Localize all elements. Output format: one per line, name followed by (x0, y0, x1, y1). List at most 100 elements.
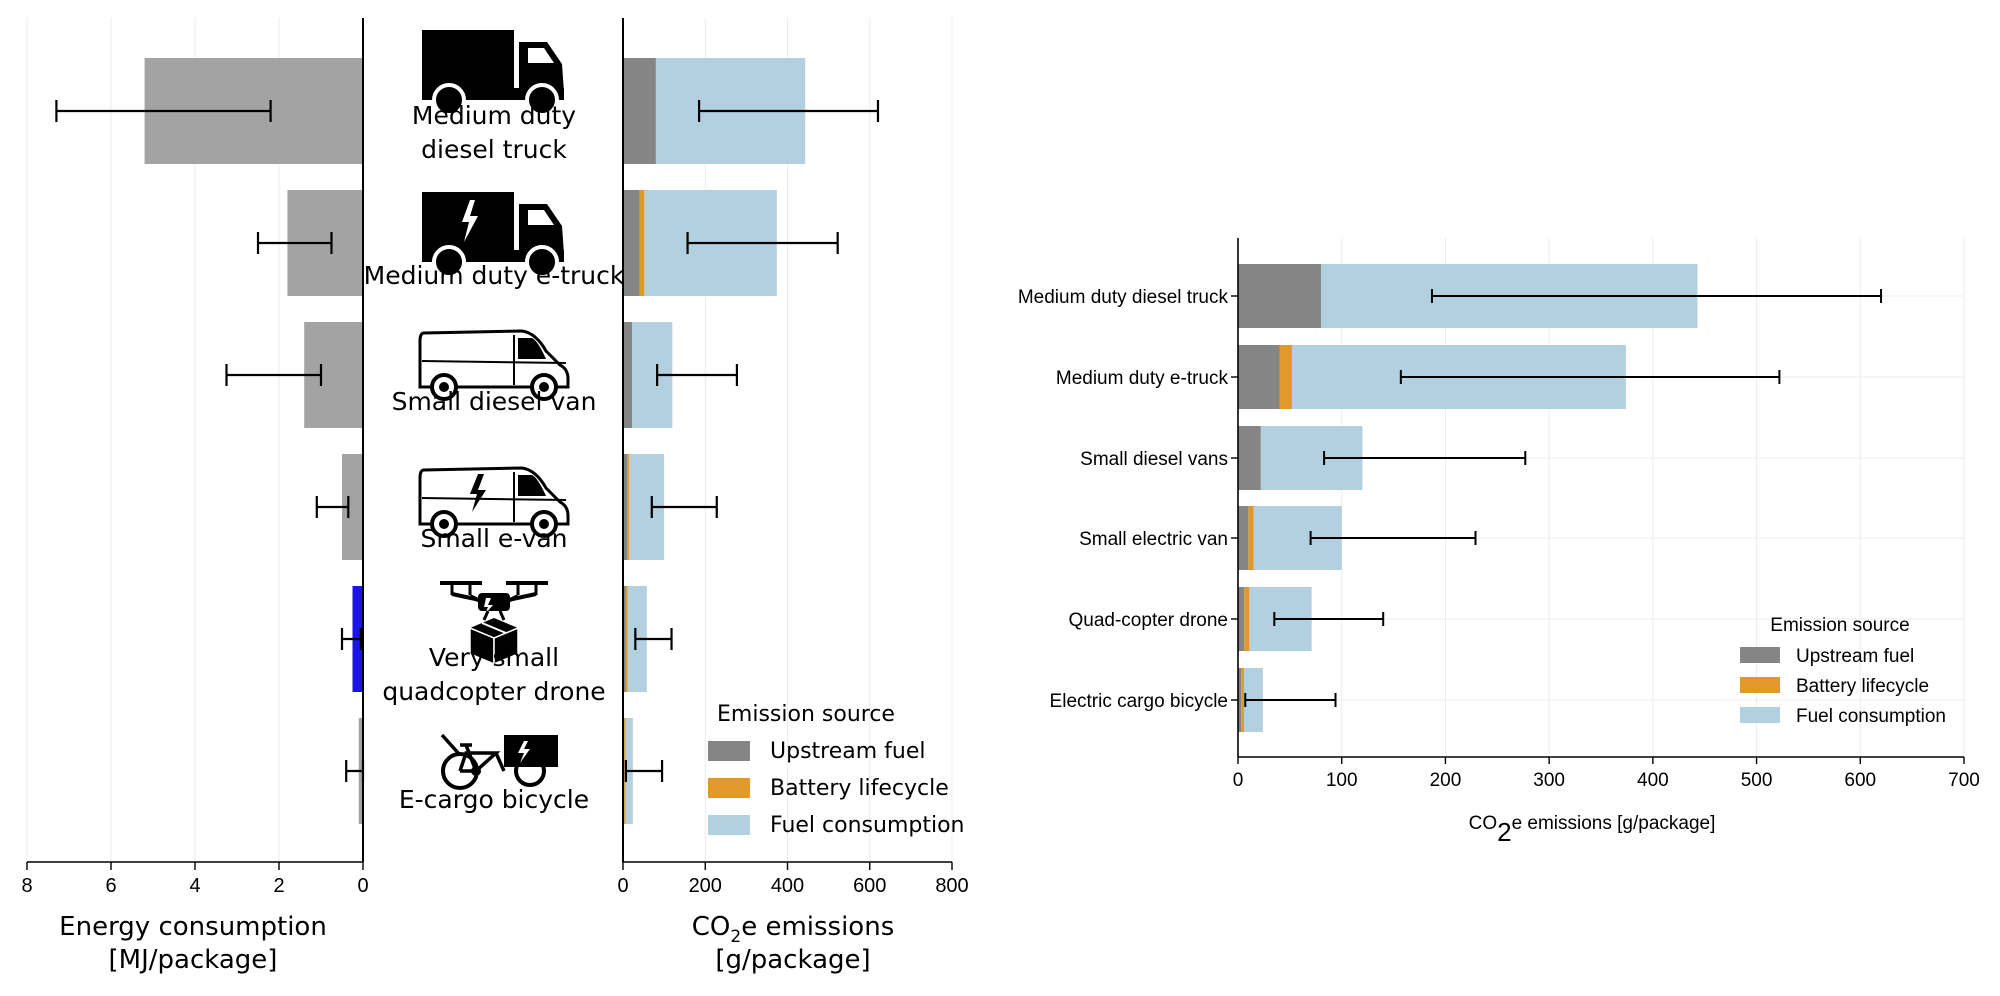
van-stripe (421, 360, 567, 364)
emission-error-bar (634, 628, 673, 650)
emission-x-tick-label: 200 (689, 875, 722, 897)
emission-error-bar (1273, 612, 1385, 626)
emission-bar-segment (623, 322, 633, 428)
drone-arm (451, 592, 537, 604)
category-label: diesel truck (421, 135, 567, 164)
legend-title: Emission source (717, 702, 895, 727)
energy-error-bar (256, 232, 333, 254)
emission-error-bar (1323, 451, 1527, 465)
emission-bar-segment (1248, 506, 1254, 570)
e-van-icon (418, 466, 570, 538)
text-layer: 8 6 4 2 0 Energy consumption[MJ/package] Mediu… (21, 101, 1979, 975)
emission-category-label: Medium duty e-truck (1056, 368, 1229, 389)
legend-swatch (708, 778, 750, 798)
legend-swatch (1740, 647, 1780, 663)
emission-error-bar (656, 364, 739, 386)
emission-error-bar (686, 232, 839, 254)
van-stripe (421, 497, 567, 501)
emission-x-tick-label: 300 (1533, 770, 1565, 791)
bike-crank (471, 766, 481, 776)
emission-bar-segment (1238, 506, 1249, 570)
emission-category-label: Quad-copter drone (1069, 610, 1229, 631)
drone-strut (498, 610, 506, 621)
van-hub (439, 519, 449, 529)
energy-bar (342, 454, 363, 560)
emission-x-tick-label: 800 (935, 875, 968, 897)
emission-bar-segment (1279, 345, 1292, 409)
xlabel-part: e emissions (741, 912, 894, 942)
emission-x-tick-label: 600 (853, 875, 886, 897)
energy-x-tick-label: 2 (273, 875, 284, 897)
van-hub (439, 382, 449, 392)
emission-error-bar (1309, 531, 1477, 545)
legend-swatch (1740, 707, 1780, 723)
emission-x-tick-label: 100 (1326, 770, 1358, 791)
energy-error-bar (340, 628, 362, 650)
xlabel-subscript: 2 (1497, 817, 1511, 847)
emission-x-label: CO2e emissions (692, 912, 895, 947)
truck-cargo-box (422, 30, 514, 88)
category-label: Medium duty (412, 101, 576, 130)
xlabel-part: CO (692, 912, 731, 942)
emission-x-tick-label: 600 (1844, 770, 1876, 791)
e-truck-icon (422, 192, 564, 279)
category-label: Medium duty e-truck (364, 261, 625, 290)
xlabel-part: CO (1469, 813, 1498, 834)
legend-swatch (708, 741, 750, 761)
energy-x-label-unit: [MJ/package] (109, 945, 278, 975)
truck-wheel (525, 83, 559, 117)
emission-bar-segment (625, 586, 628, 692)
lightning-bolt-icon (484, 598, 493, 614)
emission-bar-segment (1238, 426, 1261, 490)
category-label: quadcopter drone (382, 677, 605, 706)
legend-swatch (1740, 677, 1780, 693)
emission-error-bar (697, 100, 880, 122)
truck-window (528, 48, 554, 63)
van-hub (539, 382, 549, 392)
cargo-bike-icon (440, 733, 558, 790)
emission-x-label-unit: [g/package] (715, 945, 870, 975)
emission-bar-segment (1238, 345, 1280, 409)
emission-bar-segment (1238, 668, 1242, 732)
lightning-bolt-icon (518, 741, 530, 763)
energy-x-tick-label: 8 (21, 875, 32, 897)
category-label: Small e-van (420, 524, 567, 553)
legend-entry: Fuel consumption (770, 813, 964, 838)
package-right (493, 626, 519, 666)
emission-bar-segment (623, 58, 656, 164)
category-label: Small diesel van (392, 387, 597, 416)
icon-layer (418, 30, 570, 790)
emission-bar-segment (1241, 668, 1245, 732)
truck-wheel (432, 83, 466, 117)
emission-x-label: CO2e emissions [g/package] (1469, 813, 1716, 847)
axis-layer (26, 18, 1965, 870)
emission-x-tick-label: 400 (1637, 770, 1669, 791)
truck-wheel (432, 245, 466, 279)
drone-strut (482, 610, 490, 621)
drone-icon (440, 581, 548, 666)
emission-x-tick-label: 500 (1741, 770, 1773, 791)
emission-error-bar (1244, 693, 1337, 707)
truck-icon (422, 30, 564, 117)
emission-x-tick-label: 0 (1233, 770, 1244, 791)
emission-bar-segment (639, 190, 645, 296)
emission-error-bar (1430, 289, 1883, 303)
drone-body (478, 593, 510, 611)
energy-x-tick-label: 6 (105, 875, 116, 897)
emission-x-tick-label: 700 (1948, 770, 1980, 791)
van-hub (539, 519, 549, 529)
category-label: Very small (429, 643, 559, 672)
category-label: E-cargo bicycle (399, 785, 589, 814)
lightning-bolt-icon (470, 474, 486, 512)
emission-category-label: Electric cargo bicycle (1050, 691, 1228, 712)
emission-bar-segment (1238, 587, 1245, 651)
legend-swatch (708, 815, 750, 835)
legend-entry: Battery lifecycle (770, 776, 949, 801)
legend-entry: Fuel consumption (1796, 706, 1946, 727)
emission-error-bar (1399, 370, 1781, 384)
emission-x-tick-label: 400 (771, 875, 804, 897)
legend-entry: Upstream fuel (770, 739, 926, 764)
bar-layer (55, 58, 1883, 835)
xlabel-part: e emissions [g/package] (1512, 813, 1716, 834)
